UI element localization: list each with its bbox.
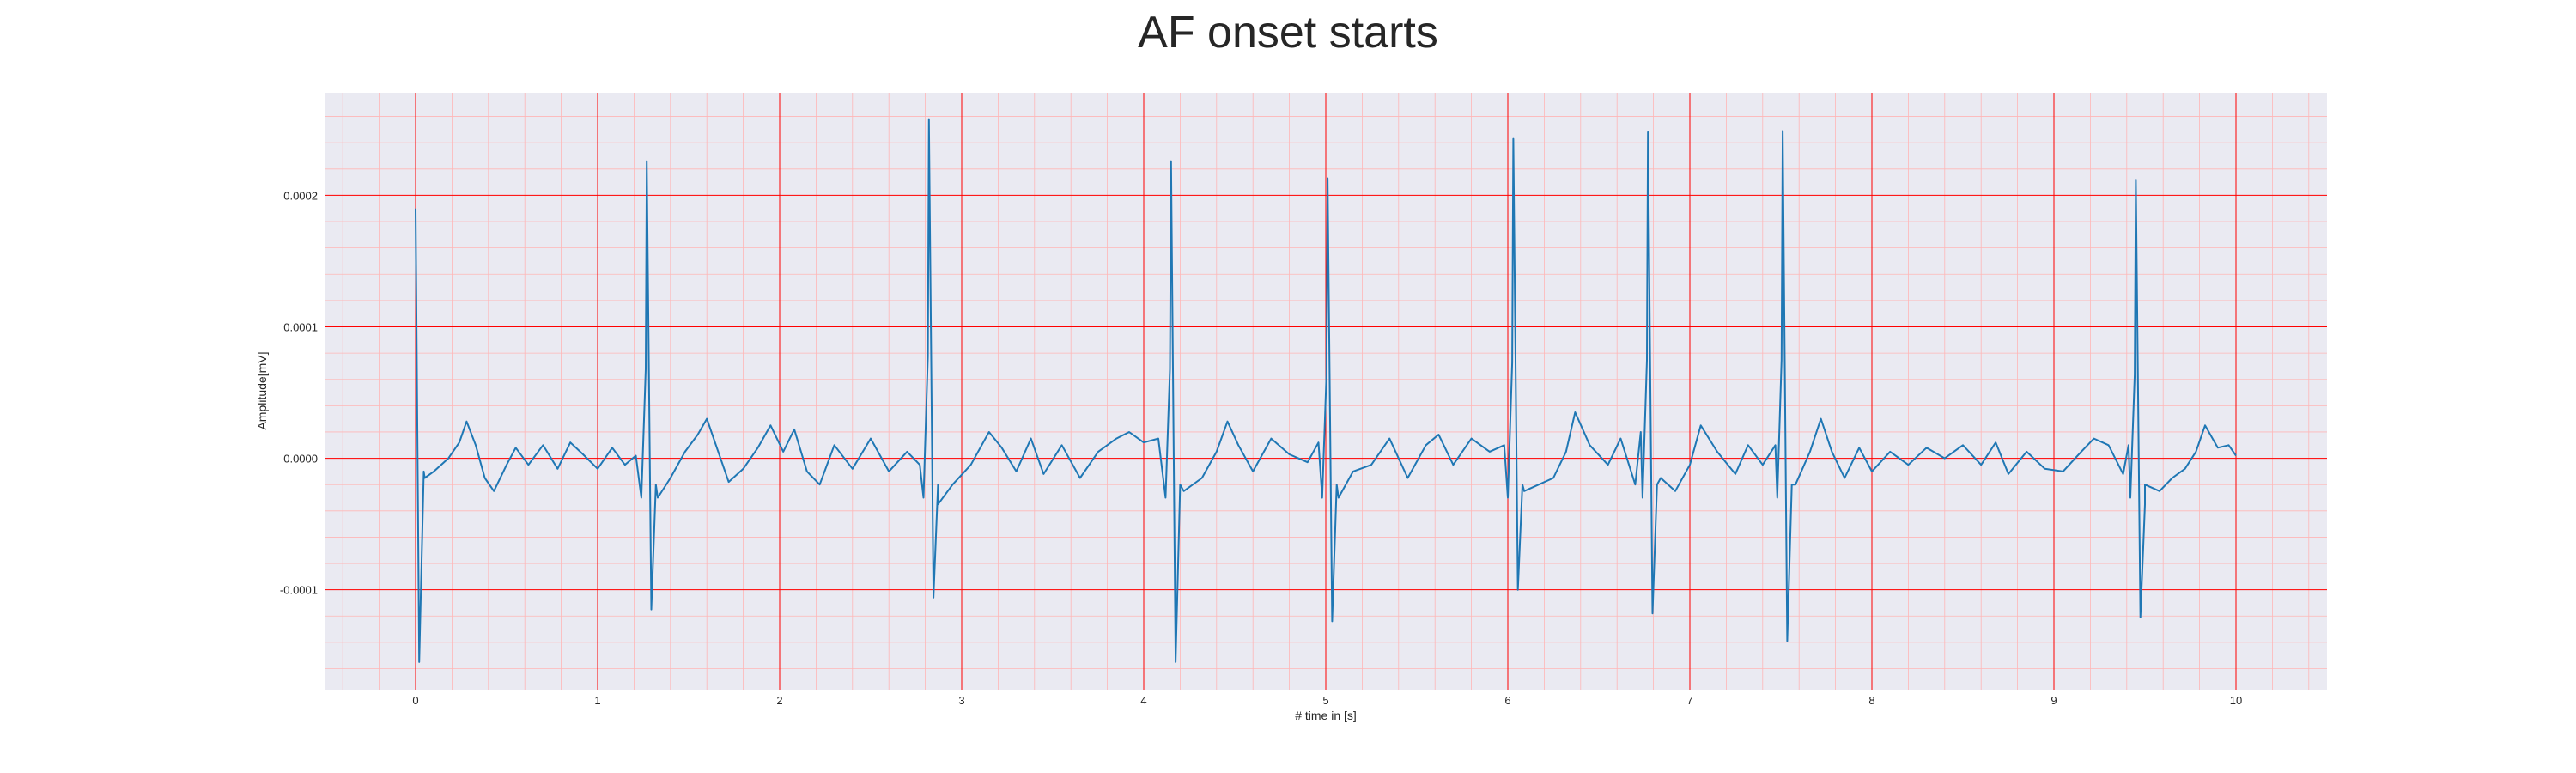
ecg-series-line bbox=[415, 118, 2237, 663]
x-tick-label: 2 bbox=[776, 694, 782, 707]
x-tick-label: 1 bbox=[594, 694, 600, 707]
major-grid bbox=[325, 93, 2327, 690]
x-axis-ticks: 0 1 2 3 4 5 6 7 8 9 10 bbox=[412, 694, 2242, 707]
x-tick-label: 7 bbox=[1686, 694, 1692, 707]
x-tick-label: 5 bbox=[1322, 694, 1328, 707]
chart-title: AF onset starts bbox=[1138, 8, 1438, 58]
x-tick-label: 3 bbox=[958, 694, 964, 707]
x-tick-label: 8 bbox=[1868, 694, 1874, 707]
x-tick-label: 6 bbox=[1504, 694, 1510, 707]
x-tick-label: 4 bbox=[1140, 694, 1146, 707]
y-tick-label: 0.0000 bbox=[283, 453, 318, 466]
x-tick-label: 0 bbox=[412, 694, 418, 707]
y-tick-label: -0.0001 bbox=[280, 584, 318, 597]
y-tick-label: 0.0001 bbox=[283, 320, 318, 333]
y-axis-label: Amplitude[mV] bbox=[255, 351, 269, 429]
x-tick-label: 10 bbox=[2230, 694, 2242, 707]
x-tick-label: 9 bbox=[2050, 694, 2057, 707]
y-axis-ticks: -0.0001 0.0000 0.0001 0.0002 bbox=[280, 189, 318, 596]
y-tick-label: 0.0002 bbox=[283, 189, 318, 202]
series-layer bbox=[415, 118, 2237, 663]
x-axis-label: # time in [s] bbox=[1295, 709, 1357, 722]
